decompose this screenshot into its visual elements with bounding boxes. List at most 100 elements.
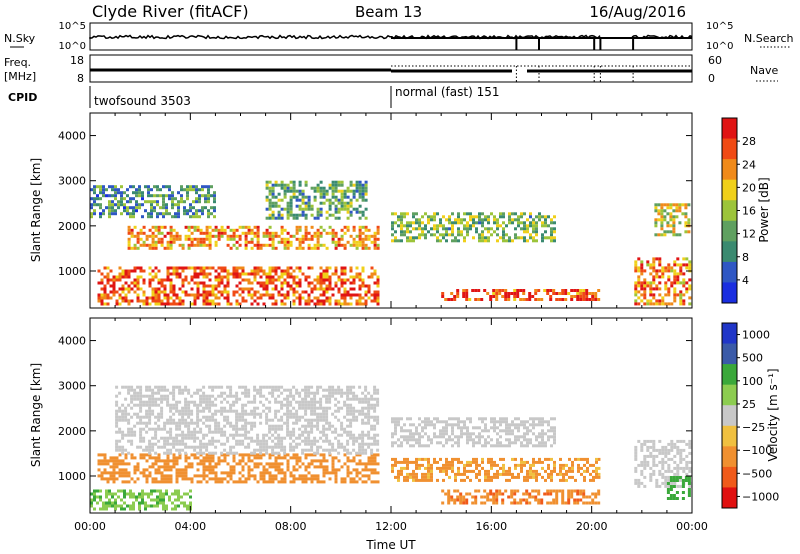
heatmap-cell: [316, 427, 320, 431]
heatmap-cell: [316, 445, 320, 449]
heatmap-cell: [397, 469, 400, 473]
heatmap-cell: [226, 225, 230, 229]
heatmap-cell: [457, 417, 460, 421]
heatmap-cell: [148, 418, 152, 422]
heatmap-cell: [646, 439, 650, 443]
heatmap-cell: [166, 299, 170, 303]
heatmap-cell: [139, 400, 143, 404]
heatmap-cell: [535, 221, 538, 225]
heatmap-cell: [283, 448, 287, 452]
heatmap-cell: [352, 439, 356, 443]
heatmap-cell: [127, 290, 131, 294]
heatmap-cell: [676, 472, 680, 476]
heatmap-cell: [370, 406, 374, 410]
heatmap-cell: [280, 462, 284, 466]
heatmap-cell: [570, 489, 574, 493]
heatmap-cell: [307, 237, 311, 241]
heatmap-cell: [640, 272, 644, 276]
heatmap-cell: [229, 465, 233, 469]
heatmap-cell: [412, 478, 415, 482]
heatmap-cell: [316, 391, 320, 395]
heatmap-cell: [235, 246, 239, 250]
heatmap-cell: [655, 269, 659, 273]
heatmap-cell: [343, 430, 347, 434]
heatmap-cell: [241, 278, 245, 282]
heatmap-cell: [688, 263, 692, 267]
heatmap-cell: [316, 189, 320, 193]
heatmap-cell: [292, 433, 296, 437]
heatmap-cell: [111, 185, 114, 189]
heatmap-cell: [346, 439, 350, 443]
heatmap-cell: [132, 206, 135, 210]
heatmap-cell: [271, 234, 275, 238]
heatmap-cell: [135, 200, 138, 204]
heatmap-cell: [477, 289, 481, 292]
heatmap-cell: [531, 295, 535, 298]
heatmap-cell: [582, 289, 586, 292]
heatmap-cell: [328, 299, 332, 303]
heatmap-cell: [688, 278, 692, 282]
heatmap-cell: [205, 406, 209, 410]
heatmap-cell: [114, 492, 117, 496]
heatmap-cell: [355, 462, 359, 466]
heatmap-cell: [247, 474, 251, 478]
heatmap-cell: [141, 215, 144, 219]
heatmap-cell: [190, 433, 194, 437]
heatmap-cell: [634, 445, 638, 449]
heatmap-cell: [142, 243, 146, 247]
heatmap-cell: [349, 459, 353, 463]
heatmap-cell: [232, 468, 236, 472]
heatmap-cell: [655, 302, 659, 306]
heatmap-cell: [418, 423, 421, 427]
heatmap-cell: [495, 492, 499, 496]
heatmap-cell: [138, 206, 141, 210]
heatmap-cell: [135, 498, 138, 502]
heatmap-cell: [199, 388, 203, 392]
heatmap-cell: [637, 481, 641, 485]
heatmap-cell: [412, 469, 415, 473]
heatmap-cell: [421, 233, 424, 237]
heatmap-cell: [150, 203, 153, 207]
heatmap-cell: [532, 420, 535, 424]
heatmap-cell: [460, 426, 463, 430]
heatmap-cell: [235, 266, 239, 270]
heatmap-cell: [406, 239, 409, 243]
heatmap-cell: [643, 281, 647, 285]
heatmap-cell: [130, 287, 134, 291]
heatmap-cell: [685, 287, 689, 291]
heatmap-cell: [208, 424, 212, 428]
heatmap-cell: [111, 188, 114, 192]
noise-right-tick-bottom: 10^0: [706, 41, 733, 52]
heatmap-cell: [202, 281, 206, 285]
heatmap-cell: [169, 231, 173, 235]
heatmap-cell: [159, 498, 162, 502]
heatmap-cell: [687, 203, 691, 207]
heatmap-cell: [649, 287, 653, 291]
heatmap-cell: [421, 478, 424, 482]
heatmap-cell: [144, 209, 147, 213]
heatmap-cell: [559, 478, 562, 482]
heatmap-cell: [307, 293, 311, 297]
heatmap-cell: [325, 189, 329, 193]
heatmap-cell: [166, 468, 170, 472]
heatmap-cell: [187, 234, 191, 238]
heatmap-cell: [180, 188, 183, 192]
heatmap-cell: [139, 299, 143, 303]
heatmap-cell: [229, 385, 233, 389]
heatmap-cell: [307, 195, 311, 199]
heatmap-cell: [265, 406, 269, 410]
heatmap-cell: [292, 281, 296, 285]
heatmap-cell: [670, 448, 674, 452]
heatmap-cell: [421, 457, 424, 461]
heatmap-cell: [558, 489, 562, 493]
heatmap-cell: [445, 432, 448, 436]
heatmap-cell: [280, 418, 284, 422]
heatmap-cell: [280, 240, 284, 244]
heatmap-cell: [160, 412, 164, 416]
heatmap-cell: [193, 400, 197, 404]
heatmap-cell: [127, 275, 131, 279]
heatmap-cell: [135, 188, 138, 192]
heatmap-cell: [286, 266, 290, 270]
heatmap-cell: [457, 239, 460, 243]
